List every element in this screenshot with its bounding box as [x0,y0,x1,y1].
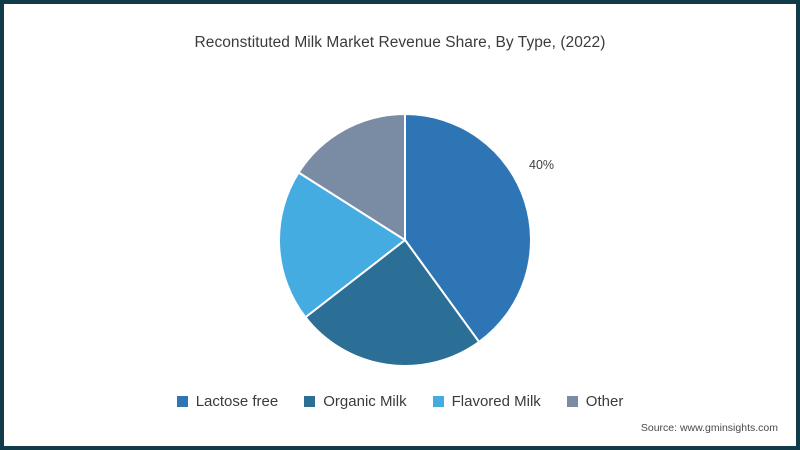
chart-canvas: Reconstituted Milk Market Revenue Share,… [4,4,796,446]
legend-item[interactable]: Lactose free [176,393,279,410]
legend-swatch-icon [176,396,188,407]
legend-item[interactable]: Other [566,393,624,410]
legend-swatch-icon [432,396,444,407]
pie-slice [278,171,406,319]
chart-title: Reconstituted Milk Market Revenue Share,… [194,34,606,51]
pie-slice [297,113,406,241]
pie-slice [404,113,532,343]
pie-chart-svg [278,113,532,367]
legend-label: Lactose free [195,393,279,410]
source-caption: Source: www.gminsights.com [640,422,778,434]
legend-swatch-icon [566,396,578,407]
pie-slice-value-label: 40% [529,158,555,172]
legend-label: Other [585,393,624,410]
legend-label: Flavored Milk [451,393,541,410]
legend-label: Organic Milk [323,393,407,410]
legend-item[interactable]: Flavored Milk [432,393,541,410]
pie-slice-group [278,113,532,367]
pie-slice [304,239,481,367]
chart-legend: Lactose free Organic Milk Flavored Milk Oth… [4,394,796,409]
legend-item[interactable]: Organic Milk [304,393,407,410]
legend-swatch-icon [304,396,316,407]
pie-chart [277,112,533,368]
